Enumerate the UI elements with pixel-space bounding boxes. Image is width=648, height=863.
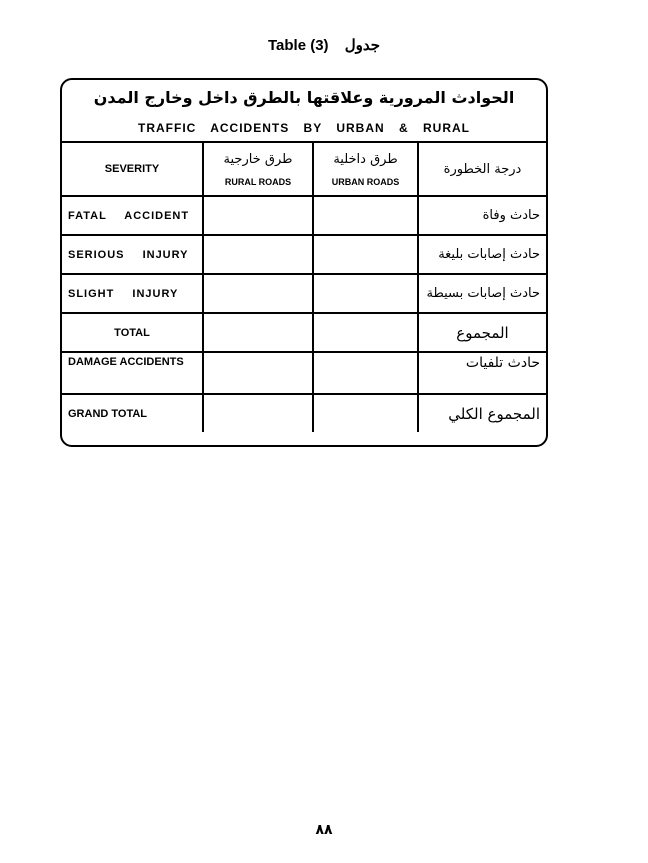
header-urban: طرق داخلية URBAN ROADS: [312, 141, 419, 197]
cell-rural: [202, 234, 314, 275]
cell-urban: [312, 393, 419, 432]
cell-rural: [202, 312, 314, 353]
table-row: SLIGHT INJURY حادث إصابات بسيطة: [62, 273, 546, 314]
caption-ar: جدول: [344, 37, 381, 54]
table-title-ar: الحوادث المرورية وعلاقتها بالطرق داخل وخ…: [93, 88, 515, 107]
cell-rural: [202, 351, 314, 395]
row-label-ar: حادث وفاة: [417, 195, 546, 236]
cell-urban: [312, 312, 419, 353]
header-rural: طرق خارجية RURAL ROADS: [202, 141, 314, 197]
cell-urban: [312, 195, 419, 236]
table-row: SERIOUS INJURY حادث إصابات بليغة: [62, 234, 546, 275]
accidents-table: SEVERITY طرق خارجية RURAL ROADS طرق داخلي…: [62, 141, 546, 432]
header-row: SEVERITY طرق خارجية RURAL ROADS طرق داخلي…: [62, 141, 546, 197]
table-title-en: TRAFFIC ACCIDENTS BY URBAN & RURAL: [138, 121, 470, 135]
cell-urban: [312, 234, 419, 275]
header-severity: SEVERITY: [62, 141, 204, 197]
header-urban-en: URBAN ROADS: [331, 176, 400, 187]
row-label-en: DAMAGE ACCIDENTS: [62, 351, 204, 395]
table-row: FATAL ACCIDENT حادث وفاة: [62, 195, 546, 236]
caption-en: Table (3): [267, 37, 329, 54]
cell-rural: [202, 393, 314, 432]
header-rural-ar: طرق خارجية: [223, 151, 293, 167]
header-rural-en: RURAL ROADS: [224, 176, 292, 187]
row-label-ar: المجموع: [417, 312, 546, 353]
table-row: TOTAL المجموع: [62, 312, 546, 353]
table-row: GRAND TOTAL المجموع الكلي: [62, 393, 546, 432]
table-box: الحوادث المرورية وعلاقتها بالطرق داخل وخ…: [60, 78, 548, 447]
cell-urban: [312, 273, 419, 314]
header-urban-ar: طرق داخلية: [333, 151, 398, 167]
row-label-en: FATAL ACCIDENT: [62, 195, 204, 236]
row-label-en: SERIOUS INJURY: [62, 234, 204, 275]
row-label-ar: حادث تلفيات: [417, 351, 546, 395]
cell-rural: [202, 273, 314, 314]
cell-urban: [312, 351, 419, 395]
row-label-en: GRAND TOTAL: [62, 393, 204, 432]
table-row: DAMAGE ACCIDENTS حادث تلفيات: [62, 351, 546, 395]
row-label-ar: حادث إصابات بسيطة: [417, 273, 546, 314]
cell-rural: [202, 195, 314, 236]
row-label-en: SLIGHT INJURY: [62, 273, 204, 314]
row-label-en: TOTAL: [62, 312, 204, 353]
row-label-ar: المجموع الكلي: [417, 393, 546, 432]
row-label-ar: حادث إصابات بليغة: [417, 234, 546, 275]
page-number: ٨٨: [315, 822, 333, 838]
header-severity-ar: درجة الخطورة: [417, 141, 546, 197]
table-caption: Table (3) جدول: [0, 36, 648, 54]
